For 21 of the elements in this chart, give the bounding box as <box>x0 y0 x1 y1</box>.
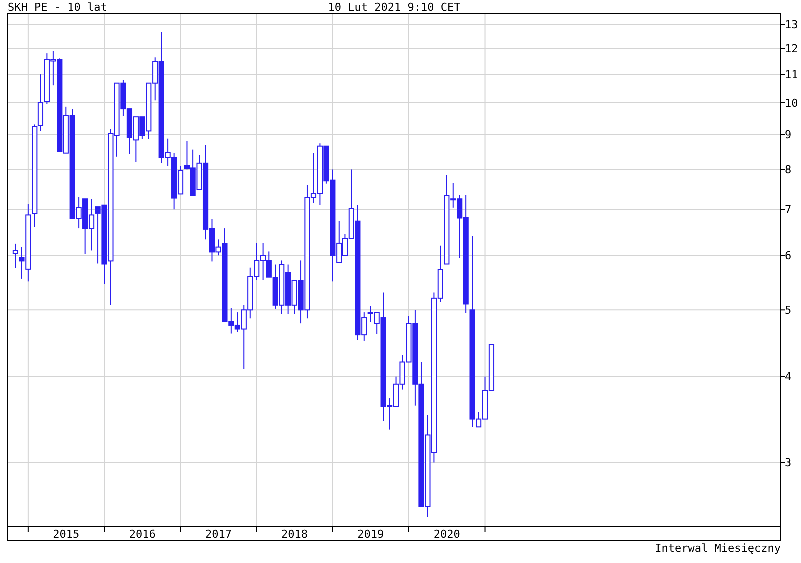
y-tick-label: 4 <box>785 370 792 384</box>
text: Interwal Miesięczny <box>655 542 782 555</box>
y-tick-label: 10 <box>785 96 798 110</box>
y-tick-label: 5 <box>785 304 792 317</box>
chart-title: SKH_PE - 10 lat <box>8 1 108 14</box>
y-tick-label: 7 <box>785 203 792 216</box>
x-tick-label: 2018 <box>282 528 308 541</box>
y-tick-label: 6 <box>785 250 792 263</box>
x-tick-label: 2017 <box>205 528 232 541</box>
y-tick-label: 8 <box>785 164 792 177</box>
x-tick-label: 2020 <box>434 528 460 541</box>
candlestick <box>12 243 19 269</box>
y-tick-label: 12 <box>785 42 798 56</box>
chart-subtitle: 10 Lut 2021 9:10 CET <box>328 1 462 14</box>
x-tick-label: 2015 <box>53 528 80 541</box>
y-tick-label: 11 <box>785 68 798 82</box>
y-tick-label: 9 <box>785 128 792 142</box>
y-tick-label: 3 <box>785 456 792 470</box>
y-tick-label: 13 <box>785 18 798 32</box>
x-tick-label: 2019 <box>358 528 384 541</box>
x-tick-label: 2016 <box>129 528 156 541</box>
